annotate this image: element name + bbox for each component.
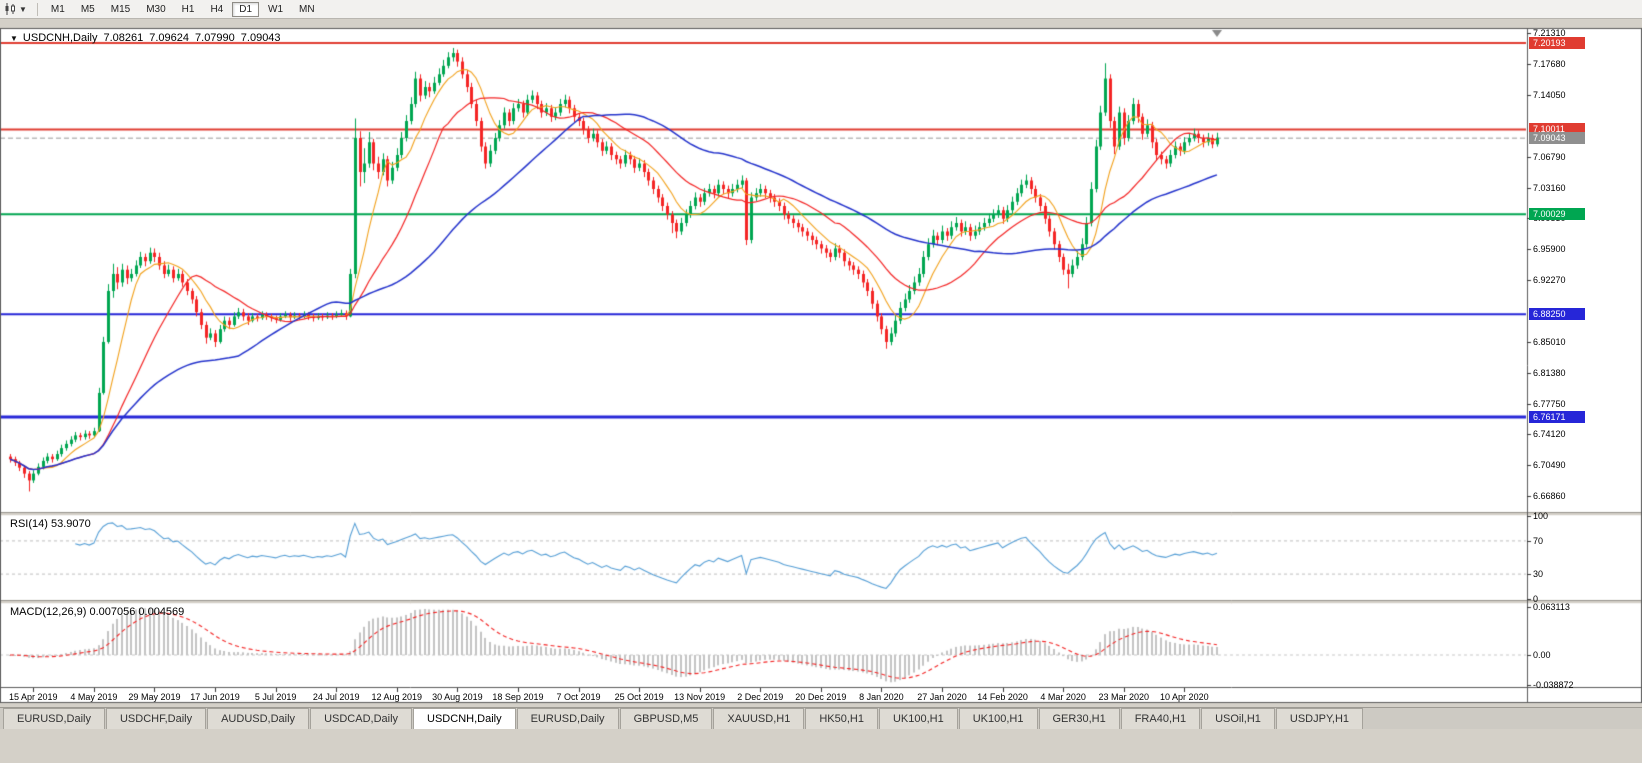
ohlc-high: 7.09624 xyxy=(149,32,190,44)
rsi-axis-tick: 0 xyxy=(1533,594,1539,604)
timeframe-button-m30[interactable]: M30 xyxy=(146,3,166,15)
price-axis-badge: 7.00029 xyxy=(1529,208,1585,221)
chart-tab-usdcnh-daily-4[interactable]: USDCNH,Daily xyxy=(413,708,516,729)
chevron-down-icon[interactable]: ▼ xyxy=(19,4,27,14)
date-axis-label: 24 Jul 2019 xyxy=(312,692,360,702)
timeframe-button-h4[interactable]: H4 xyxy=(210,3,224,15)
price-axis-tick: 6.92270 xyxy=(1533,275,1566,286)
chart-symbol-period: USDCNH,Daily xyxy=(22,32,98,44)
date-axis-label: 23 Mar 2020 xyxy=(1098,692,1150,702)
date-axis-label: 5 Jul 2019 xyxy=(254,692,297,702)
price-axis-badge: 7.09043 xyxy=(1529,131,1585,144)
timeframe-button-w1[interactable]: W1 xyxy=(268,3,284,15)
price-axis-tick: 6.81380 xyxy=(1533,367,1566,378)
date-axis-label: 15 Apr 2019 xyxy=(9,692,58,702)
date-axis-label: 18 Sep 2019 xyxy=(492,692,544,702)
date-axis-label: 4 May 2019 xyxy=(70,692,118,702)
chart-tab-usdcad-daily-3[interactable]: USDCAD,Daily xyxy=(310,708,413,729)
timeframe-button-m15[interactable]: M15 xyxy=(110,3,131,15)
date-axis-label: 4 Mar 2020 xyxy=(1040,692,1086,702)
price-axis-badge: 6.88250 xyxy=(1529,308,1585,321)
rsi-indicator-label: RSI(14) 53.9070 xyxy=(10,518,91,530)
rsi-axis-tick: 100 xyxy=(1533,511,1549,521)
chart-tab-fra40-h1-12[interactable]: FRA40,H1 xyxy=(1120,708,1201,729)
price-axis-tick: 7.14050 xyxy=(1533,90,1566,101)
chart-tab-uk100-h1-9[interactable]: UK100,H1 xyxy=(878,708,958,729)
macd-axis-tick: 0.063113 xyxy=(1533,601,1570,612)
toolbar-separator xyxy=(36,2,38,16)
price-axis-tick: 6.85010 xyxy=(1533,336,1566,347)
chart-tab-xauusd-h1-7[interactable]: XAUUSD,H1 xyxy=(713,708,805,729)
macd-axis-tick: 0.00 xyxy=(1533,650,1551,660)
ohlc-open: 7.08261 xyxy=(103,32,144,44)
price-axis-tick: 7.21310 xyxy=(1533,28,1566,39)
chart-tab-bar: EURUSD,Daily USDCHF,Daily AUDUSD,Daily USDC… xyxy=(0,707,1642,729)
chart-tab-audusd-daily-2[interactable]: AUDUSD,Daily xyxy=(207,708,310,729)
date-axis-label: 14 Feb 2020 xyxy=(977,692,1028,702)
price-axis-tick: 7.17680 xyxy=(1533,59,1566,70)
date-axis-label: 10 Apr 2020 xyxy=(1160,692,1209,702)
timeframe-button-mn[interactable]: MN xyxy=(299,3,315,15)
price-axis-badge: 7.20193 xyxy=(1529,36,1585,49)
price-axis-badge: 6.76171 xyxy=(1529,410,1585,423)
chart-tab-gbpusd-m5-6[interactable]: GBPUSD,M5 xyxy=(619,708,713,729)
date-axis-label: 29 May 2019 xyxy=(128,692,181,702)
date-axis-label: 7 Oct 2019 xyxy=(556,692,601,702)
chart-tab-eurusd-daily-0[interactable]: EURUSD,Daily xyxy=(3,708,105,729)
price-axis-tick: 7.06790 xyxy=(1533,151,1566,162)
price-axis-tick: 6.66860 xyxy=(1533,491,1566,502)
date-axis-label: 12 Aug 2019 xyxy=(371,692,423,702)
date-axis-label: 25 Oct 2019 xyxy=(614,692,664,702)
date-axis-label: 30 Aug 2019 xyxy=(432,692,483,702)
timeframe-button-m5[interactable]: M5 xyxy=(80,3,95,15)
chart-tab-usdchf-daily-1[interactable]: USDCHF,Daily xyxy=(105,708,207,729)
ohlc-low: 7.07990 xyxy=(195,32,235,44)
rsi-axis-tick: 70 xyxy=(1533,535,1544,546)
candlestick-chart-icon[interactable] xyxy=(4,3,18,15)
chart-tab-hk50-h1-8[interactable]: HK50,H1 xyxy=(805,708,878,729)
chart-tab-uk100-h1-10[interactable]: UK100,H1 xyxy=(958,708,1038,729)
ohlc-close: 7.09043 xyxy=(240,32,281,44)
macd-indicator-label: MACD(12,26,9) 0.007056 0.004569 xyxy=(10,606,185,618)
chart-tab-usoil-h1-13[interactable]: USOil,H1 xyxy=(1201,708,1275,729)
date-axis-label: 27 Jan 2020 xyxy=(917,692,967,702)
timeframe-button-d1[interactable]: D1 xyxy=(232,1,260,17)
rsi-axis-tick: 30 xyxy=(1533,569,1544,580)
price-axis-tick: 6.74120 xyxy=(1533,429,1566,440)
date-axis-label: 17 Jun 2019 xyxy=(190,692,240,702)
date-axis-label: 8 Jan 2020 xyxy=(859,692,904,702)
timeframe-button-group: M1 M5 M15 M30 H1 H4 D1 W1 MN xyxy=(44,1,324,17)
chart-tab-eurusd-daily-5[interactable]: EURUSD,Daily xyxy=(516,708,619,729)
date-axis-label: 13 Nov 2019 xyxy=(674,692,726,702)
price-axis-tick: 6.95900 xyxy=(1533,244,1566,255)
price-axis-tick: 6.70490 xyxy=(1533,460,1566,471)
toolbar: ▼ M1 M5 M15 M30 H1 H4 D1 W1 MN xyxy=(0,0,1642,19)
price-axis-tick: 6.77750 xyxy=(1533,398,1566,409)
timeframe-button-m1[interactable]: M1 xyxy=(50,3,65,15)
timeframe-button-h1[interactable]: H1 xyxy=(181,3,195,15)
chart-info-line: ▼ USDCNH,Daily 7.08261 7.09624 7.07990 7.0904… xyxy=(10,32,287,44)
chart-tab-ger30-h1-11[interactable]: GER30,H1 xyxy=(1038,708,1120,729)
date-axis-label: 2 Dec 2019 xyxy=(737,692,784,702)
collapse-triangle-icon[interactable]: ▼ xyxy=(10,34,18,43)
price-axis-tick: 7.03160 xyxy=(1533,182,1566,193)
macd-axis-tick: -0.038872 xyxy=(1533,679,1574,690)
chart-tab-usdjpy-h1-14[interactable]: USDJPY,H1 xyxy=(1275,708,1364,729)
date-axis-label: 20 Dec 2019 xyxy=(795,692,847,702)
